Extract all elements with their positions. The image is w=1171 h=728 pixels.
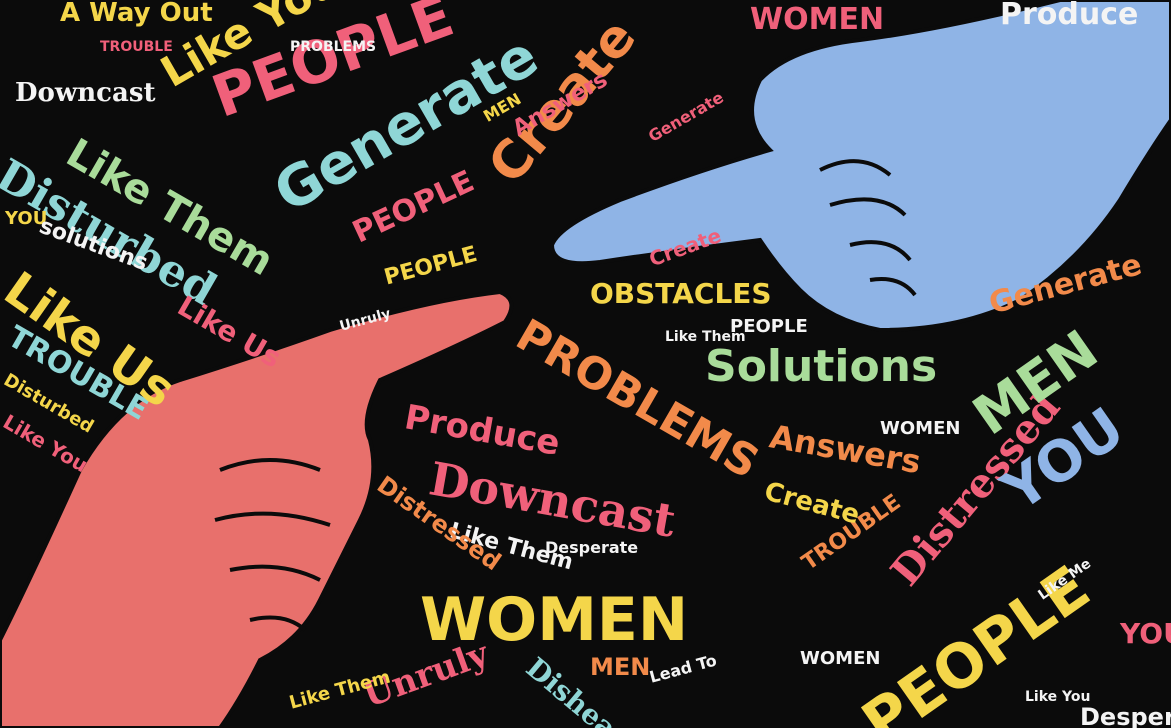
word: WOMEN xyxy=(880,418,961,439)
word: YOU xyxy=(1120,617,1171,650)
word: A Way Out xyxy=(60,0,213,28)
word: YOU xyxy=(5,208,48,229)
word: WOMEN xyxy=(420,585,689,655)
word: WOMEN xyxy=(800,648,881,669)
word: Like You xyxy=(1025,689,1091,705)
word: OBSTACLES xyxy=(590,277,772,310)
word: Produce xyxy=(1000,0,1139,32)
word: Desperate xyxy=(1080,703,1171,728)
word: Like Them xyxy=(665,329,746,345)
word: MEN xyxy=(590,653,651,681)
word: Desperate xyxy=(545,538,639,557)
word: WOMEN xyxy=(750,2,885,37)
word: Downcast xyxy=(15,78,156,108)
word: PROBLEMS xyxy=(290,39,377,55)
word: TROUBLE xyxy=(100,39,173,55)
word: Solutions xyxy=(705,341,938,392)
word: PEOPLE xyxy=(730,316,808,337)
